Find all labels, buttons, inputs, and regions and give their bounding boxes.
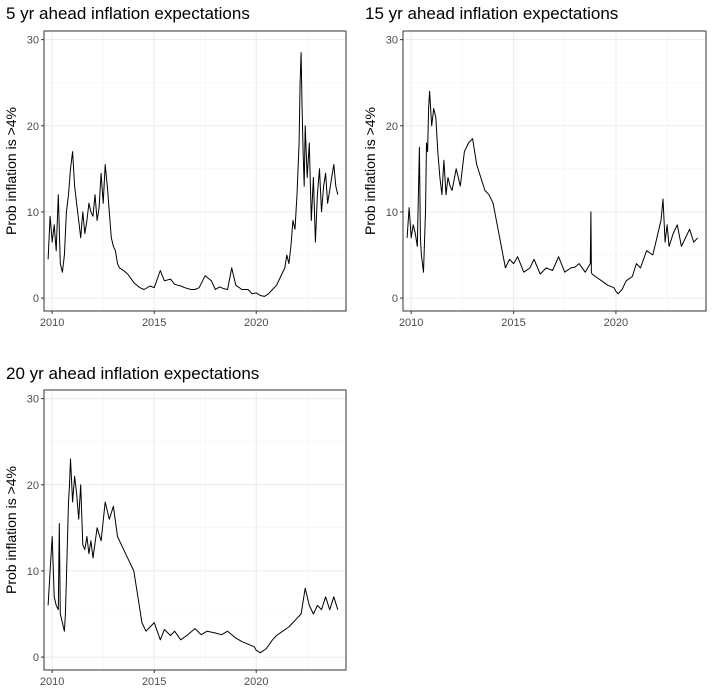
x-tick-label: 2020 [244,676,268,688]
plot-frame [43,389,347,671]
plot-background [44,31,346,311]
chart-title: 15 yr ahead inflation expectations [365,4,618,23]
series-line [47,458,339,654]
y-tick-label: 10 [386,207,398,219]
chart-panel-2: 0 10 20 30 2010 2015 2020 15 yr ahead inflation… [362,4,707,329]
y-tick-label: 30 [27,394,39,406]
y-axis-title: Prob inflation is >4% [3,107,19,235]
y-axis-title: Prob inflation is >4% [3,466,19,594]
chart-title: 20 yr ahead inflation expectations [6,364,259,383]
x-tick-label: 2015 [142,676,166,688]
x-tick-label: 2010 [40,317,64,329]
y-tick-label: 0 [392,293,398,305]
x-tick-label: 2015 [501,317,525,329]
y-tick-label: 10 [27,207,39,219]
plot-frame [402,30,707,312]
plot-background [44,390,346,670]
y-tick-label: 10 [27,566,39,578]
y-tick-label: 0 [33,293,39,305]
x-tick-label: 2015 [142,317,166,329]
x-tick-label: 2010 [40,676,64,688]
y-tick-label: 30 [386,35,398,47]
series-line [406,90,699,295]
chart-panel-1: 0 10 20 30 2010 2015 2020 5 yr ahead inflation … [3,4,347,329]
y-tick-label: 20 [27,121,39,133]
x-tick-label: 2020 [604,317,628,329]
y-tick-label: 0 [33,652,39,664]
chart-panel-3: 0 10 20 30 2010 2015 2020 20 yr ahead inflation… [3,364,347,688]
y-axis-title: Prob inflation is >4% [362,107,378,235]
x-tick-label: 2020 [244,317,268,329]
chart-title: 5 yr ahead inflation expectations [6,4,250,23]
x-tick-label: 2010 [399,317,423,329]
y-tick-label: 30 [27,35,39,47]
plot-background [403,31,706,311]
plot-frame [43,30,347,312]
y-tick-label: 20 [386,121,398,133]
series-line [47,52,339,297]
y-tick-label: 20 [27,480,39,492]
